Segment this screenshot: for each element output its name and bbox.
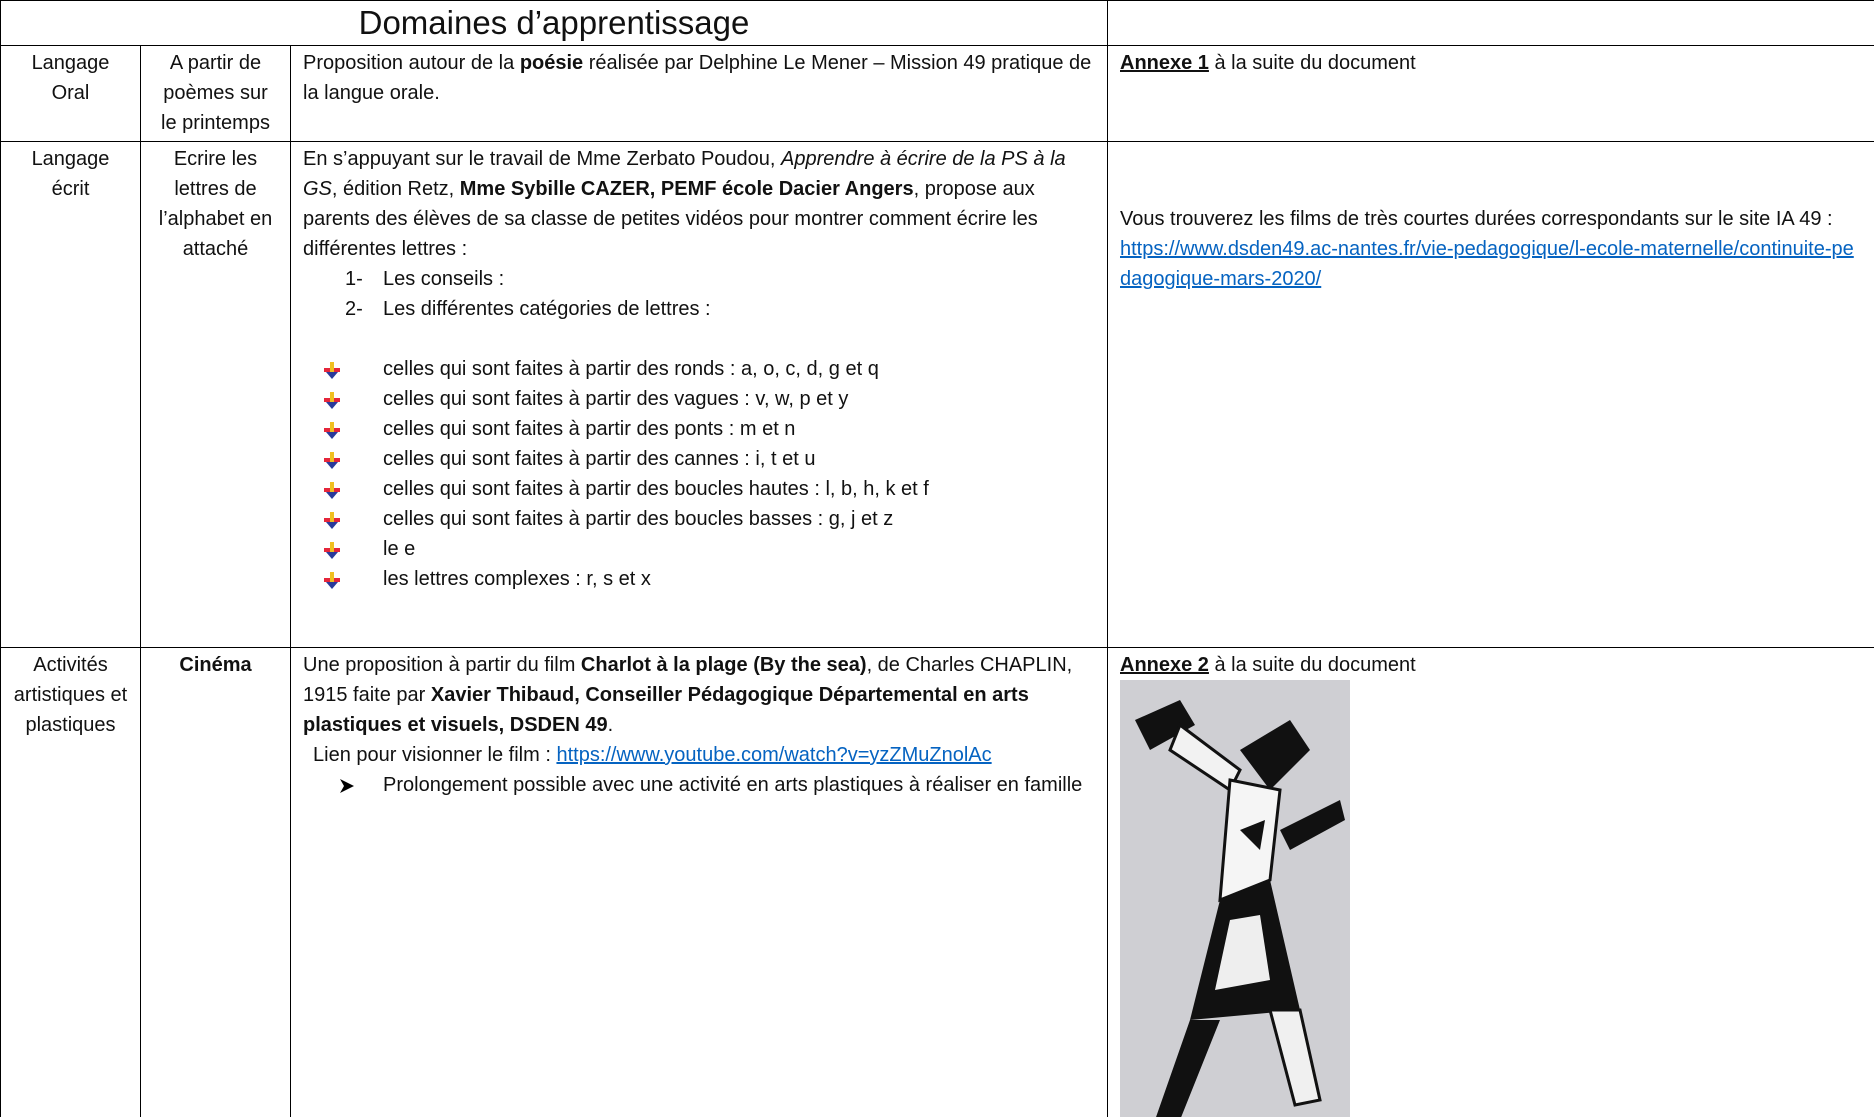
text: Une proposition à partir du film xyxy=(303,654,581,676)
bullet-icon xyxy=(324,542,340,559)
artwork-image xyxy=(1120,680,1350,1117)
text: celles qui sont faites à partir des bouc… xyxy=(383,508,894,530)
domain: Langage écrit xyxy=(0,141,141,648)
header-row: Domaines d’apprentissage xyxy=(0,0,1874,46)
header-empty xyxy=(1107,0,1874,46)
link[interactable]: https://www.youtube.com/watch?v=yzZMuZno… xyxy=(556,744,992,766)
bullet-icon xyxy=(324,422,340,439)
arrow-icon xyxy=(340,779,354,793)
list-item: Prolongement possible avec une activité … xyxy=(303,770,1095,800)
resource: Annexe 2 à la suite du document xyxy=(1107,647,1874,1117)
text: Lien pour visionner le film : xyxy=(313,744,557,766)
text: à la suite du document xyxy=(1208,654,1416,676)
activity: Ecrire les lettres de l’alphabet en atta… xyxy=(140,141,291,648)
text: celles qui sont faites à partir des cann… xyxy=(383,448,816,470)
bullet-icon xyxy=(324,572,340,589)
bullet-icon xyxy=(324,482,340,499)
row: Langage écrit Ecrire les lettres de l’al… xyxy=(0,141,1874,648)
bold-text: Charlot à la plage (By the sea) xyxy=(580,654,867,676)
text: les lettres complexes : r, s et x xyxy=(383,568,651,590)
annex-link[interactable]: Annexe 1 xyxy=(1120,52,1209,74)
description: Proposition autour de la poésie réalisée… xyxy=(290,45,1108,142)
text: . xyxy=(607,714,614,736)
text: En s’appuyant sur le travail de Mme Zerb… xyxy=(303,148,782,170)
text: Prolongement possible avec une activité … xyxy=(383,774,1083,796)
header-title: Domaines d’apprentissage xyxy=(0,0,1108,46)
text: celles qui sont faites à partir des rond… xyxy=(383,358,879,380)
list-item: le e xyxy=(303,534,1095,564)
bold-text: poésie xyxy=(519,52,584,74)
bold-text: Cinéma xyxy=(179,654,252,676)
row: Langage Oral A partir de poèmes sur le p… xyxy=(0,45,1874,142)
text: celles qui sont faites à partir des vagu… xyxy=(383,388,849,410)
bold-text: Mme Sybille CAZER, PEMF école Dacier Ang… xyxy=(459,178,914,200)
resource: Vous trouverez les films de très courtes… xyxy=(1107,141,1874,648)
domain: Langage Oral xyxy=(0,45,141,142)
description: En s’appuyant sur le travail de Mme Zerb… xyxy=(290,141,1108,648)
text: , édition Retz, xyxy=(331,178,460,200)
italic-text: Apprendre à écrire de la PS à la GS xyxy=(303,148,1066,200)
list-item: 2- Les différentes catégories de lettres … xyxy=(303,294,1095,324)
domain: Activités artistiques et plastiques xyxy=(0,647,141,1117)
text: Les conseils : xyxy=(383,268,505,290)
text: celles qui sont faites à partir des pont… xyxy=(383,418,796,440)
text: à la suite du document xyxy=(1208,52,1416,74)
text: réalisée par Delphine Le Mener – Mission… xyxy=(303,52,1092,104)
text: , de Charles CHAPLIN, 1915 faite par xyxy=(303,654,1073,706)
text: , propose aux parents des élèves de sa c… xyxy=(303,178,1038,260)
bullet-list: celles qui sont faites à partir des rond… xyxy=(303,354,1095,594)
row: Activités artistiques et plastiques Ciné… xyxy=(0,647,1874,1117)
description: Une proposition à partir du film Charlot… xyxy=(290,647,1108,1117)
list-item: celles qui sont faites à partir des rond… xyxy=(303,354,1095,384)
list-number: 2- xyxy=(345,298,363,320)
numbered-list: 1- Les conseils : 2- Les différentes catégo… xyxy=(303,264,1095,324)
list-item: celles qui sont faites à partir des vagu… xyxy=(303,384,1095,414)
bullet-icon xyxy=(324,392,340,409)
text: Vous trouverez les films de très courtes… xyxy=(1120,208,1833,230)
list-item: celles qui sont faites à partir des bouc… xyxy=(303,474,1095,504)
text: celles qui sont faites à partir des bouc… xyxy=(383,478,929,500)
link[interactable]: https://www.dsden49.ac-nantes.fr/vie-ped… xyxy=(1120,238,1854,290)
annex-link[interactable]: Annexe 2 xyxy=(1120,654,1209,676)
resource: Annexe 1 à la suite du document xyxy=(1107,45,1874,142)
bold-text: Xavier Thibaud, Conseiller Pédagogique D… xyxy=(303,684,1029,736)
activity: A partir de poèmes sur le printemps xyxy=(140,45,291,142)
text: le e xyxy=(383,538,416,560)
bullet-icon xyxy=(324,452,340,469)
list-item: celles qui sont faites à partir des cann… xyxy=(303,444,1095,474)
text: Proposition autour de la xyxy=(303,52,520,74)
activity: Cinéma xyxy=(140,647,291,1117)
list-number: 1- xyxy=(345,268,363,290)
list-item: celles qui sont faites à partir des pont… xyxy=(303,414,1095,444)
paragraph: En s’appuyant sur le travail de Mme Zerb… xyxy=(303,144,1095,264)
list-item: les lettres complexes : r, s et x xyxy=(303,564,1095,594)
list-item: celles qui sont faites à partir des bouc… xyxy=(303,504,1095,534)
list-item: 1- Les conseils : xyxy=(303,264,1095,294)
bullet-icon xyxy=(324,362,340,379)
paragraph: Lien pour visionner le film : https://ww… xyxy=(303,740,1095,770)
text: Les différentes catégories de lettres : xyxy=(383,298,711,320)
paragraph: Une proposition à partir du film Charlot… xyxy=(303,650,1095,740)
bullet-icon xyxy=(324,512,340,529)
